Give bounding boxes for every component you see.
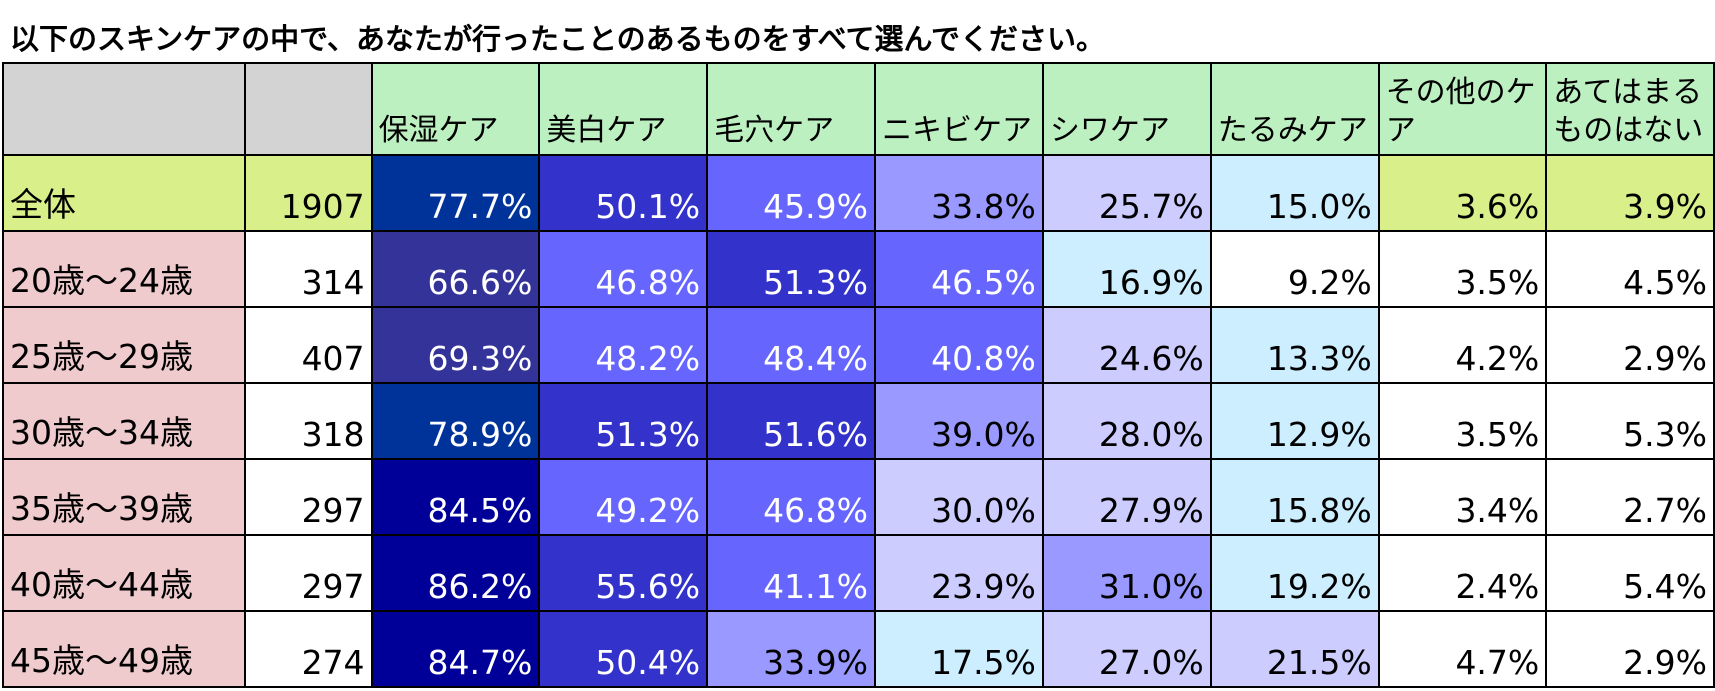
value-cell: 13.3% [1209, 306, 1380, 384]
value-cell: 3.5% [1377, 230, 1548, 308]
row-label: 全体 [2, 154, 246, 232]
value-cell: 49.2% [538, 458, 709, 536]
row-sample-size: 1907 [243, 154, 373, 232]
row-label: 45歳～49歳 [2, 610, 246, 688]
row-label: 40歳～44歳 [2, 534, 246, 612]
value-cell: 4.5% [1545, 230, 1715, 308]
value-cell: 50.4% [538, 610, 709, 688]
value-cell: 25.7% [1041, 154, 1212, 232]
value-cell: 5.3% [1545, 382, 1715, 460]
value-cell: 15.0% [1209, 154, 1380, 232]
value-cell: 3.6% [1377, 154, 1548, 232]
value-cell: 51.6% [706, 382, 876, 460]
total-row: 全体 1907 77.7% 50.1% 45.9% 33.8% 25.7% 15.0% 3.6%… [2, 154, 1715, 232]
value-cell: 31.0% [1041, 534, 1212, 612]
value-cell: 51.3% [706, 230, 876, 308]
value-cell: 12.9% [1209, 382, 1380, 460]
value-cell: 51.3% [538, 382, 709, 460]
value-cell: 19.2% [1209, 534, 1380, 612]
column-header: ニキビケア [873, 62, 1044, 156]
value-cell: 2.9% [1545, 610, 1715, 688]
row-sample-size: 318 [243, 382, 373, 460]
value-cell: 27.9% [1041, 458, 1212, 536]
value-cell: 3.5% [1377, 382, 1548, 460]
value-cell: 48.2% [538, 306, 709, 384]
value-cell: 9.2% [1209, 230, 1380, 308]
value-cell: 28.0% [1041, 382, 1212, 460]
value-cell: 16.9% [1041, 230, 1212, 308]
row-sample-size: 297 [243, 458, 373, 536]
survey-table: 保湿ケア 美白ケア 毛穴ケア ニキビケア シワケア たるみケア その他のケア あ… [2, 62, 1715, 688]
row-sample-size: 297 [243, 534, 373, 612]
row-sample-size: 274 [243, 610, 373, 688]
value-cell: 27.0% [1041, 610, 1212, 688]
value-cell: 2.4% [1377, 534, 1548, 612]
value-cell: 17.5% [873, 610, 1044, 688]
value-cell: 78.9% [370, 382, 541, 460]
value-cell: 55.6% [538, 534, 709, 612]
row-label: 35歳～39歳 [2, 458, 246, 536]
value-cell: 23.9% [873, 534, 1044, 612]
value-cell: 2.7% [1545, 458, 1715, 536]
row-label: 30歳～34歳 [2, 382, 246, 460]
column-header: あてはまるものはない [1545, 62, 1715, 156]
header-blank-label [2, 62, 246, 156]
header-blank-n [243, 62, 373, 156]
table-row: 25歳～29歳 407 69.3% 48.2% 48.4% 40.8% 24.6% 13.3%… [2, 306, 1715, 384]
value-cell: 24.6% [1041, 306, 1212, 384]
column-header: 保湿ケア [370, 62, 541, 156]
column-header: シワケア [1041, 62, 1212, 156]
column-header: 毛穴ケア [706, 62, 876, 156]
value-cell: 4.7% [1377, 610, 1548, 688]
table-row: 30歳～34歳 318 78.9% 51.3% 51.6% 39.0% 28.0% 12.9%… [2, 382, 1715, 460]
value-cell: 40.8% [873, 306, 1044, 384]
value-cell: 84.7% [370, 610, 541, 688]
table-row: 20歳～24歳 314 66.6% 46.8% 51.3% 46.5% 16.9% 9.2% 3… [2, 230, 1715, 308]
value-cell: 21.5% [1209, 610, 1380, 688]
value-cell: 84.5% [370, 458, 541, 536]
value-cell: 3.4% [1377, 458, 1548, 536]
page-title: 以下のスキンケアの中で、あなたが行ったことのあるものをすべて選んでください。 [10, 22, 1106, 56]
table-row: 40歳～44歳 297 86.2% 55.6% 41.1% 23.9% 31.0% 19.2%… [2, 534, 1715, 612]
table-row: 45歳～49歳 274 84.7% 50.4% 33.9% 17.5% 27.0% 21.5%… [2, 610, 1715, 688]
value-cell: 46.8% [538, 230, 709, 308]
value-cell: 33.8% [873, 154, 1044, 232]
value-cell: 69.3% [370, 306, 541, 384]
value-cell: 66.6% [370, 230, 541, 308]
value-cell: 5.4% [1545, 534, 1715, 612]
value-cell: 39.0% [873, 382, 1044, 460]
value-cell: 46.5% [873, 230, 1044, 308]
column-header: その他のケア [1377, 62, 1548, 156]
column-header: たるみケア [1209, 62, 1380, 156]
value-cell: 86.2% [370, 534, 541, 612]
column-header: 美白ケア [538, 62, 709, 156]
value-cell: 48.4% [706, 306, 876, 384]
value-cell: 3.9% [1545, 154, 1715, 232]
table-row: 35歳～39歳 297 84.5% 49.2% 46.8% 30.0% 27.9% 15.8%… [2, 458, 1715, 536]
value-cell: 77.7% [370, 154, 541, 232]
value-cell: 2.9% [1545, 306, 1715, 384]
value-cell: 33.9% [706, 610, 876, 688]
row-sample-size: 407 [243, 306, 373, 384]
row-label: 25歳～29歳 [2, 306, 246, 384]
header-row: 保湿ケア 美白ケア 毛穴ケア ニキビケア シワケア たるみケア その他のケア あ… [2, 62, 1715, 156]
value-cell: 41.1% [706, 534, 876, 612]
value-cell: 45.9% [706, 154, 876, 232]
value-cell: 4.2% [1377, 306, 1548, 384]
row-label: 20歳～24歳 [2, 230, 246, 308]
row-sample-size: 314 [243, 230, 373, 308]
value-cell: 30.0% [873, 458, 1044, 536]
value-cell: 46.8% [706, 458, 876, 536]
value-cell: 15.8% [1209, 458, 1380, 536]
value-cell: 50.1% [538, 154, 709, 232]
